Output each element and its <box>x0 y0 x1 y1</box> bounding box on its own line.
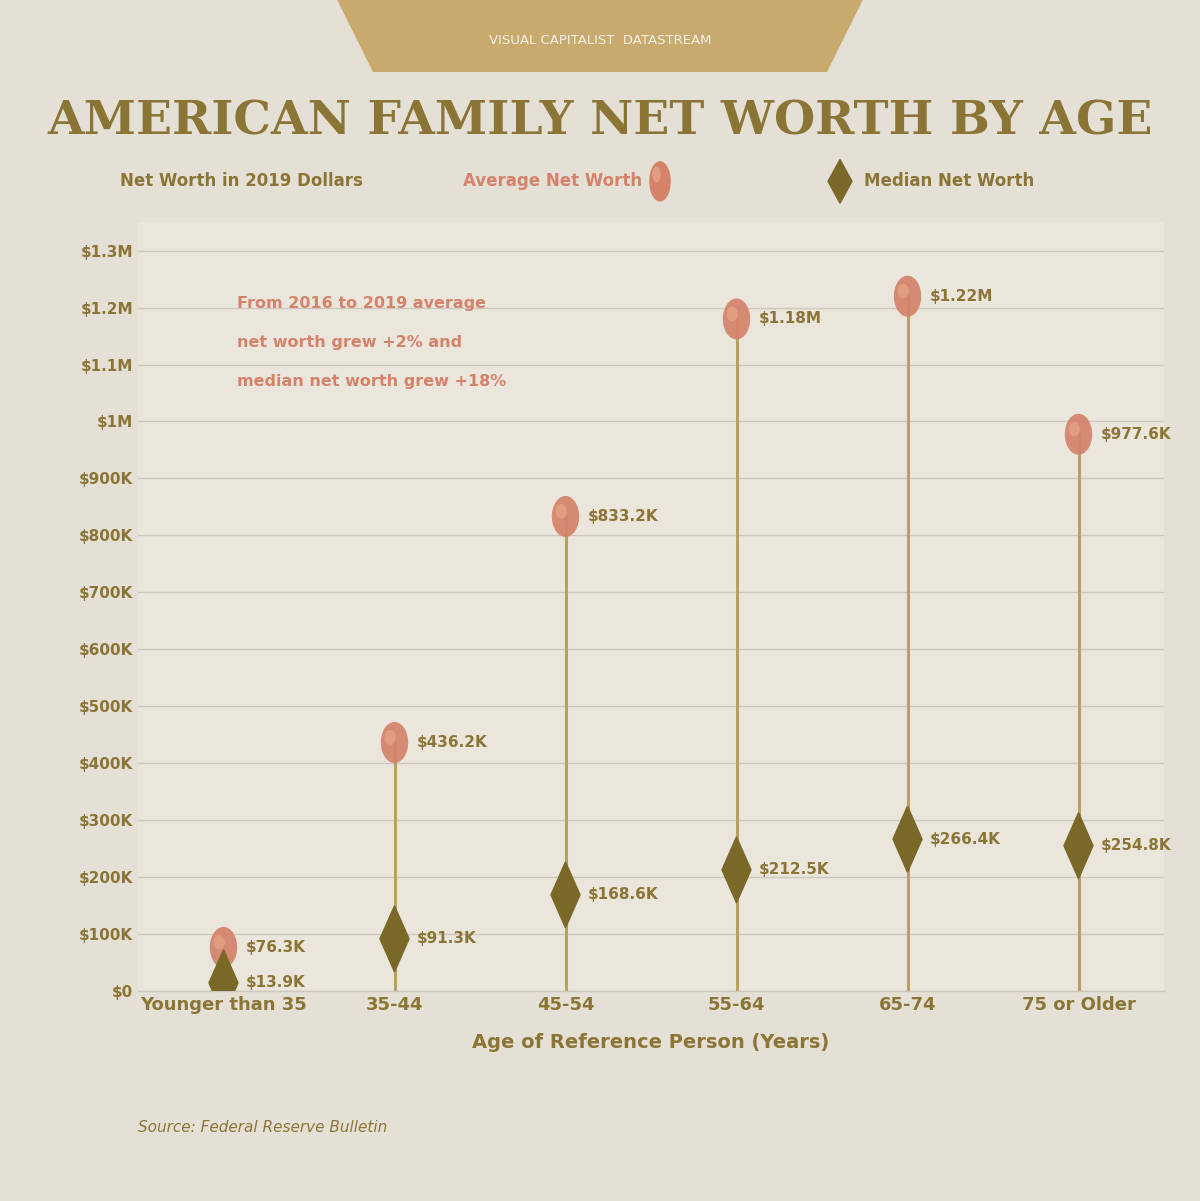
Ellipse shape <box>385 730 396 745</box>
Text: $436.2K: $436.2K <box>416 735 487 749</box>
Text: Source: Federal Reserve Bulletin: Source: Federal Reserve Bulletin <box>138 1121 388 1135</box>
Text: VISUAL CAPITALIST  DATASTREAM: VISUAL CAPITALIST DATASTREAM <box>488 35 712 47</box>
Polygon shape <box>380 906 409 972</box>
Text: $168.6K: $168.6K <box>588 888 659 902</box>
Ellipse shape <box>894 276 922 317</box>
Ellipse shape <box>210 927 238 968</box>
Text: $91.3K: $91.3K <box>416 931 476 946</box>
Ellipse shape <box>1064 413 1092 455</box>
Text: median net worth grew +18%: median net worth grew +18% <box>238 374 506 389</box>
Text: Net Worth in 2019 Dollars: Net Worth in 2019 Dollars <box>120 173 362 190</box>
Text: $254.8K: $254.8K <box>1100 838 1171 853</box>
Polygon shape <box>336 0 864 72</box>
Text: $212.5K: $212.5K <box>758 862 829 878</box>
Text: From 2016 to 2019 average: From 2016 to 2019 average <box>238 297 486 311</box>
Text: Average Net Worth: Average Net Worth <box>463 173 642 190</box>
Ellipse shape <box>653 167 661 183</box>
Polygon shape <box>893 806 922 872</box>
Text: $1.22M: $1.22M <box>930 288 994 304</box>
Ellipse shape <box>649 161 671 202</box>
Text: Median Net Worth: Median Net Worth <box>864 173 1034 190</box>
Ellipse shape <box>898 283 908 299</box>
Polygon shape <box>828 160 852 203</box>
Ellipse shape <box>727 306 738 321</box>
Text: $266.4K: $266.4K <box>930 831 1001 847</box>
Ellipse shape <box>722 299 750 340</box>
Ellipse shape <box>380 722 408 763</box>
Ellipse shape <box>214 934 224 950</box>
X-axis label: Age of Reference Person (Years): Age of Reference Person (Years) <box>473 1033 829 1052</box>
Polygon shape <box>209 950 238 1016</box>
Ellipse shape <box>556 504 566 519</box>
Text: $833.2K: $833.2K <box>588 509 659 524</box>
Text: $977.6K: $977.6K <box>1100 426 1171 442</box>
Text: AMERICAN FAMILY NET WORTH BY AGE: AMERICAN FAMILY NET WORTH BY AGE <box>47 98 1153 144</box>
Text: net worth grew +2% and: net worth grew +2% and <box>238 335 462 349</box>
Text: $76.3K: $76.3K <box>246 940 306 955</box>
Polygon shape <box>551 862 580 928</box>
Ellipse shape <box>552 496 580 537</box>
Text: $13.9K: $13.9K <box>246 975 306 991</box>
Text: $1.18M: $1.18M <box>758 311 822 327</box>
Polygon shape <box>1064 813 1093 879</box>
Polygon shape <box>722 837 751 903</box>
Ellipse shape <box>1069 422 1080 436</box>
